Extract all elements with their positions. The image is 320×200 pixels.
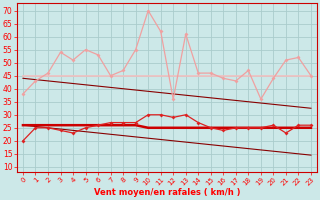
X-axis label: Vent moyen/en rafales ( km/h ): Vent moyen/en rafales ( km/h ) [94, 188, 240, 197]
